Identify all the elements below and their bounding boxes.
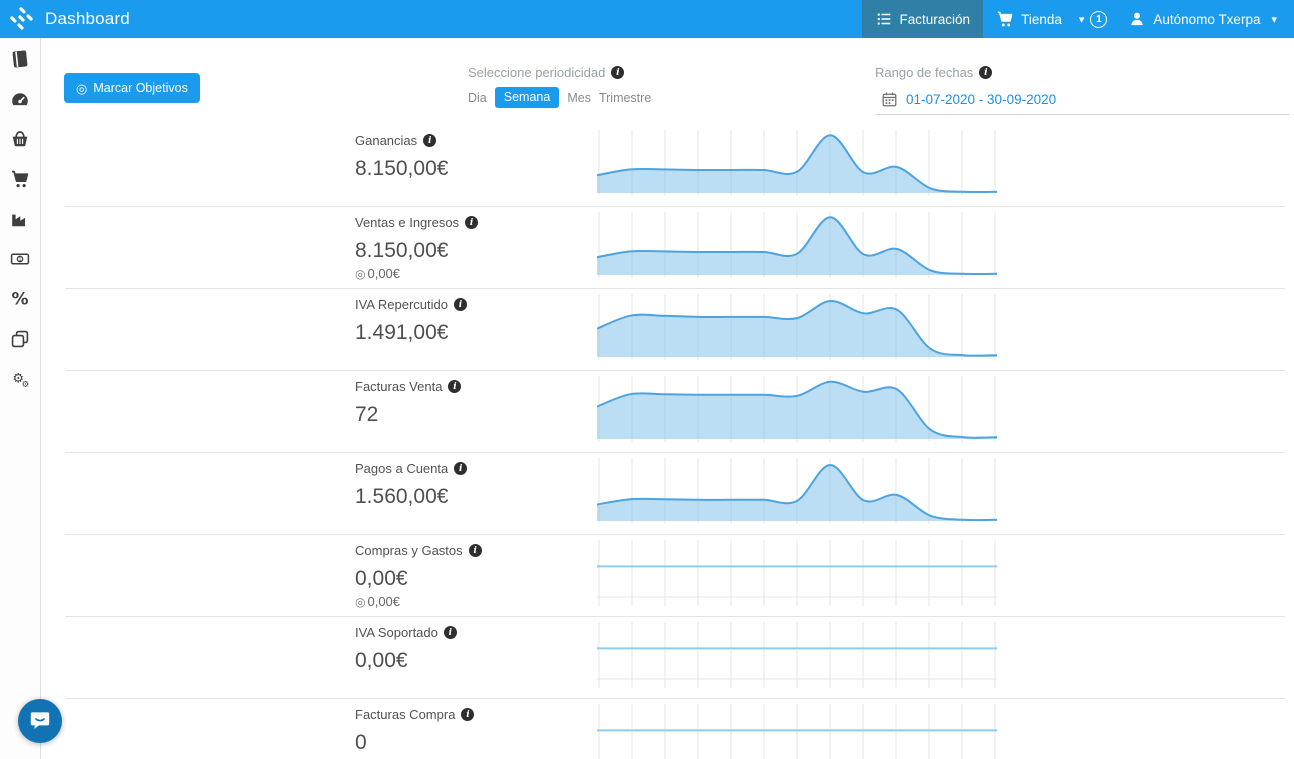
nav-facturacion[interactable]: Facturación — [861, 0, 984, 38]
period-option-dia[interactable]: Dia — [468, 90, 487, 105]
metric-value: 72 — [355, 403, 379, 426]
nav-tienda[interactable]: Tienda — [983, 0, 1075, 38]
user-icon — [1128, 10, 1146, 28]
info-icon[interactable]: i — [423, 134, 437, 147]
chevron-down-icon[interactable]: ▾ — [1078, 13, 1085, 26]
metric-value: 8.150,00€ — [355, 157, 449, 180]
app-logo-icon[interactable] — [9, 6, 35, 32]
info-icon[interactable]: i — [454, 462, 468, 475]
date-range-control: Rango de fechas i 01-07-2020 - 30-09-202… — [875, 65, 1290, 115]
metric-row: Compras y Gastos i 0,00€ ◎ 0,00€ — [65, 535, 1285, 617]
header-nav: Facturación Tienda ▾ 1 Autónomo Txerpa ▾ — [861, 0, 1294, 38]
nav-facturacion-label: Facturación — [899, 11, 971, 27]
periodicity-options: Dia Semana Mes Trimestre — [468, 87, 651, 108]
metric-label: IVA Soportado — [355, 625, 438, 640]
top-header: Dashboard Facturación Tienda ▾ 1 Autónom… — [0, 0, 1294, 38]
target-icon: ◎ — [355, 266, 366, 281]
calendar-icon — [881, 91, 898, 108]
info-icon[interactable]: i — [461, 708, 475, 721]
metric-row: Pagos a Cuenta i 1.560,00€ — [65, 453, 1285, 535]
metric-value: 0 — [355, 731, 367, 754]
sidebar-item-money-bill-icon[interactable]: 1 — [10, 249, 30, 269]
target-icon: ◎ — [355, 594, 366, 609]
metric-row: Ganancias i 8.150,00€ — [65, 125, 1285, 207]
main-content: ◎ Marcar Objetivos Seleccione periodicid… — [41, 38, 1294, 759]
metric-value: 0,00€ — [355, 649, 408, 672]
metric-sparkline — [597, 704, 997, 759]
date-range-input[interactable]: 01-07-2020 - 30-09-2020 — [875, 89, 1290, 115]
metric-sparkline — [596, 294, 998, 360]
metric-row: Facturas Venta i 72 — [65, 371, 1285, 453]
date-range-label: Rango de fechas — [875, 65, 974, 80]
info-icon[interactable]: i — [611, 66, 625, 79]
notification-badge[interactable]: 1 — [1090, 10, 1108, 28]
period-option-mes[interactable]: Mes — [567, 90, 591, 105]
info-icon[interactable]: i — [465, 216, 479, 229]
target-icon: ◎ — [76, 80, 88, 96]
metric-goal-value: 0,00€ — [367, 594, 401, 609]
info-icon[interactable]: i — [468, 544, 482, 557]
date-range-value: 01-07-2020 - 30-09-2020 — [906, 92, 1057, 107]
sidebar-item-factory-icon[interactable] — [10, 209, 30, 229]
metric-sparkline — [596, 212, 998, 278]
sidebar-item-percent-icon[interactable]: % — [10, 289, 30, 310]
sidebar-item-copy-icon[interactable] — [10, 329, 30, 349]
metric-label: Compras y Gastos — [355, 543, 463, 558]
header-brand: Dashboard — [0, 6, 130, 32]
metric-sparkline — [596, 130, 998, 196]
metric-sparkline — [597, 622, 997, 688]
metric-label: Facturas Compra — [355, 707, 456, 722]
metric-value: 8.150,00€ — [355, 239, 449, 262]
sidebar-item-gears-icon[interactable]: ⚙ ⚙ — [10, 369, 30, 389]
nav-tienda-label: Tienda — [1021, 11, 1062, 27]
page-title: Dashboard — [45, 9, 130, 28]
periodicity-control: Seleccione periodicidad i Dia Semana Mes Tr… — [468, 65, 651, 108]
metric-label: Facturas Venta — [355, 379, 443, 394]
periodicity-label: Seleccione periodicidad — [468, 65, 606, 80]
mark-objectives-label: Marcar Objetivos — [93, 81, 188, 95]
info-icon[interactable]: i — [453, 298, 467, 311]
svg-text:%: % — [11, 290, 28, 310]
metric-row: Ventas e Ingresos i 8.150,00€ ◎ 0,00€ — [65, 207, 1285, 289]
metric-sparkline — [597, 540, 997, 606]
info-icon[interactable]: i — [448, 380, 462, 393]
mark-objectives-button[interactable]: ◎ Marcar Objetivos — [64, 73, 200, 103]
metric-sparkline — [596, 458, 998, 524]
metric-goal: ◎ 0,00€ — [355, 266, 400, 281]
metric-sparkline — [596, 376, 998, 442]
metric-row: IVA Soportado i 0,00€ — [65, 617, 1285, 699]
info-icon[interactable]: i — [979, 66, 993, 79]
svg-text:⚙: ⚙ — [22, 380, 30, 389]
sidebar-item-basket-icon[interactable] — [10, 129, 30, 149]
list-icon — [875, 10, 893, 28]
info-icon[interactable]: i — [443, 626, 457, 639]
nav-account-label: Autónomo Txerpa — [1153, 11, 1261, 27]
nav-account[interactable]: Autónomo Txerpa ▾ — [1115, 0, 1294, 38]
sidebar-nav: 1% ⚙ ⚙ — [0, 38, 41, 759]
metrics-list: Ganancias i 8.150,00€ Ventas e Ingresos i 8.1… — [65, 125, 1285, 759]
metric-goal-value: 0,00€ — [367, 266, 401, 281]
chat-launcher-button[interactable] — [18, 699, 62, 743]
metric-label: IVA Repercutido — [355, 297, 448, 312]
metric-label: Pagos a Cuenta — [355, 461, 449, 476]
metric-row: Facturas Compra i 0 — [65, 699, 1285, 759]
sidebar-item-tachometer-icon[interactable] — [10, 89, 30, 109]
chevron-down-icon: ▾ — [1271, 13, 1277, 26]
metric-goal: ◎ 0,00€ — [355, 594, 400, 609]
metric-value: 1.491,00€ — [355, 321, 449, 344]
metric-value: 0,00€ — [355, 567, 408, 590]
chat-bubble-icon — [30, 712, 50, 729]
metric-label: Ganancias — [355, 133, 418, 148]
metric-label: Ventas e Ingresos — [355, 215, 460, 230]
period-option-semana[interactable]: Semana — [494, 87, 560, 108]
sidebar-item-shopping-cart-icon[interactable] — [10, 169, 30, 189]
metric-value: 1.560,00€ — [355, 485, 449, 508]
period-option-trimestre[interactable]: Trimestre — [598, 90, 652, 105]
cart-icon — [996, 10, 1014, 28]
svg-text:1: 1 — [18, 257, 21, 263]
svg-text:⚙: ⚙ — [12, 372, 24, 387]
sidebar-item-journal-book-icon[interactable] — [10, 49, 30, 69]
metric-row: IVA Repercutido i 1.491,00€ — [65, 289, 1285, 371]
